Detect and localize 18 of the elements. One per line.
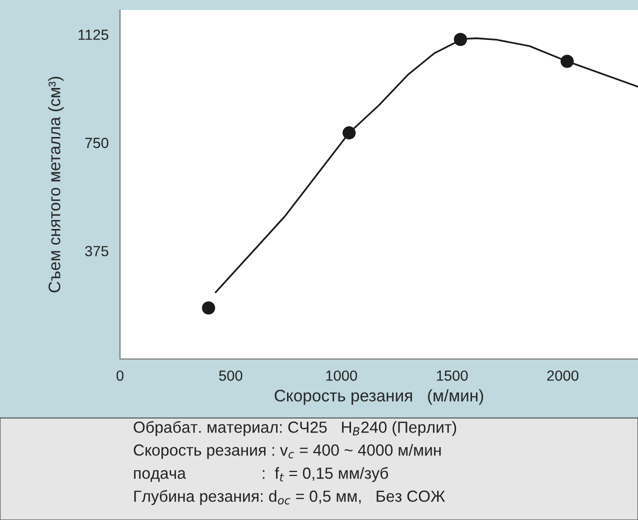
y-tick-label: 1125 [78, 30, 108, 40]
x-tick-label: 1500 [436, 370, 468, 381]
point [202, 301, 216, 315]
point [342, 126, 356, 140]
x-tick-label: 2000 [547, 370, 578, 381]
y-tick-label: 375 [85, 246, 108, 256]
y-axis-title: Съем снятого металла (см³) [48, 76, 64, 292]
text: Глубина резания: d$_{oc}$ = 0,5 мм, Без СОЖ [134, 490, 446, 506]
point [454, 32, 468, 46]
text: подача : f$_{t}$ = 0,15 мм/зуб [134, 467, 388, 482]
x-tick-label: 500 [219, 370, 242, 381]
y-tick-label: 750 [85, 138, 108, 148]
point [560, 54, 574, 68]
text: Обрабат. материал: СЧ25 H$_{B}$240 (Перлит) [134, 421, 456, 436]
text: Скорость резания : v$_{c}$ = 400 ~ 4000 м/мин [134, 444, 441, 459]
x-axis-title: Скорость резания (м/мин) [274, 389, 484, 405]
x-tick-label: 1000 [326, 370, 358, 381]
x-tick-label: 0 [116, 370, 124, 381]
